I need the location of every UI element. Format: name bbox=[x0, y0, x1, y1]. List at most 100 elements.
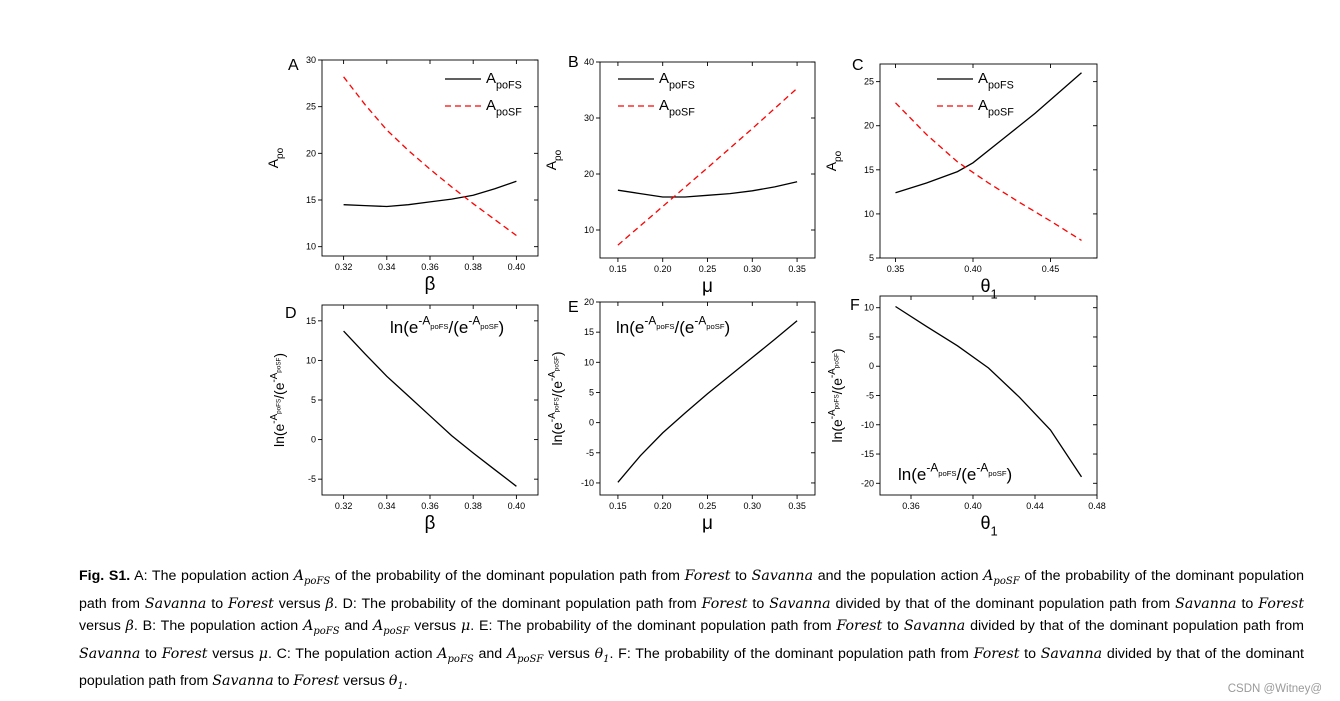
caption-math: Savanna bbox=[79, 645, 141, 662]
y-tick-label: 25 bbox=[864, 77, 874, 87]
y-tick-label: 15 bbox=[306, 316, 316, 326]
caption-text: . C: The population action bbox=[267, 645, 438, 662]
y-tick-label: 5 bbox=[589, 387, 594, 397]
y-axis-label: Apo bbox=[265, 147, 286, 168]
caption-text: and bbox=[339, 617, 373, 634]
legend-label: ApoSF bbox=[659, 97, 695, 118]
series-line-ApoFS bbox=[895, 72, 1082, 194]
legend-label: ApoSF bbox=[486, 97, 522, 118]
caption-math: β bbox=[125, 617, 134, 634]
caption-math: Savanna bbox=[212, 673, 274, 690]
x-axis-label: θ1 bbox=[981, 276, 998, 301]
caption-math: ApoSF bbox=[506, 645, 544, 665]
legend-label: ApoFS bbox=[659, 70, 695, 91]
series-line-ln ratio bbox=[343, 330, 517, 487]
panel-F: 0.36 0.40 0.44 0.48 -20 -15 -10 -5 0 5 10 Fθ1 ln(e-A… bbox=[827, 295, 1106, 538]
watermark: CSDN @Witney@ bbox=[1227, 683, 1322, 695]
caption-math: Forest bbox=[684, 568, 731, 584]
y-tick-label: -10 bbox=[861, 420, 874, 430]
y-tick-label: 15 bbox=[864, 165, 874, 175]
panel-annotation: ln(e-ApoFS/(e-ApoSF) bbox=[898, 461, 1012, 485]
panel-annotation-text: ln(e-ApoFS/(e-ApoSF) bbox=[616, 314, 730, 338]
y-tick-label: 15 bbox=[584, 327, 594, 337]
caption-text: versus bbox=[543, 645, 595, 662]
caption-math: ApoSF bbox=[372, 617, 410, 637]
y-tick-label: -20 bbox=[861, 478, 874, 488]
panel-label: D bbox=[285, 305, 297, 322]
x-tick-label: 0.35 bbox=[788, 264, 806, 274]
x-tick-label: 0.34 bbox=[378, 262, 396, 272]
x-tick-label: 0.20 bbox=[654, 264, 672, 274]
series-line-ln ratio bbox=[617, 320, 798, 483]
caption-text: to bbox=[1019, 645, 1041, 662]
series-line-ApoFS bbox=[617, 181, 798, 198]
panel-label: F bbox=[850, 297, 860, 314]
caption-body: A: The population action ApoFS of the pr… bbox=[79, 568, 1305, 692]
x-tick-label: 0.36 bbox=[902, 501, 920, 511]
caption-text: . E: The probability of the dominant pop… bbox=[470, 617, 837, 634]
x-tick-label: 0.20 bbox=[654, 501, 672, 511]
caption-math: Forest bbox=[973, 645, 1020, 662]
x-tick-label: 0.40 bbox=[508, 262, 526, 272]
caption-text: of the probability of the dominant popul… bbox=[79, 568, 1305, 612]
y-tick-label: 20 bbox=[584, 297, 594, 307]
y-axis-label: Apo bbox=[543, 149, 564, 170]
caption-text: A: The population action bbox=[130, 568, 294, 584]
x-tick-label: 0.34 bbox=[378, 501, 396, 511]
y-tick-label: 10 bbox=[584, 225, 594, 235]
caption-math: ApoFS bbox=[303, 617, 340, 637]
x-tick-label: 0.44 bbox=[1026, 501, 1044, 511]
axes-frame-D bbox=[321, 304, 539, 496]
x-tick-label: 0.35 bbox=[887, 264, 905, 274]
y-tick-label: -15 bbox=[861, 449, 874, 459]
panel-label: A bbox=[288, 57, 299, 74]
x-tick-label: 0.25 bbox=[699, 264, 717, 274]
x-tick-label: 0.30 bbox=[744, 264, 762, 274]
x-tick-label: 0.36 bbox=[421, 262, 439, 272]
y-tick-label: 10 bbox=[306, 355, 316, 365]
caption-math: Savanna bbox=[1175, 595, 1237, 612]
caption-math: Forest bbox=[836, 617, 883, 634]
x-tick-label: 0.48 bbox=[1088, 501, 1106, 511]
x-axis-label: β bbox=[425, 513, 436, 534]
y-axis-label-text: ln(e-ApoFS/(e-ApoSF) bbox=[269, 353, 287, 447]
caption-math: Savanna bbox=[903, 617, 966, 634]
series-line-ApoSF bbox=[343, 76, 517, 237]
y-tick-label: 20 bbox=[864, 121, 874, 131]
caption-text: to bbox=[206, 595, 229, 612]
y-tick-label: 0 bbox=[869, 361, 874, 371]
caption-math: Forest bbox=[228, 595, 274, 612]
caption-text: and bbox=[473, 645, 507, 662]
x-tick-label: 0.15 bbox=[609, 501, 627, 511]
y-axis-label-text: Apo bbox=[543, 149, 564, 170]
panel-label: C bbox=[852, 57, 864, 74]
panel-D: 0.32 0.34 0.36 0.38 0.40 -5 0 5 10 15 Dβ ln(e-ApoFS… bbox=[269, 304, 539, 534]
panel-annotation-text: ln(e-ApoFS/(e-ApoSF) bbox=[390, 314, 504, 338]
x-tick-label: 0.36 bbox=[421, 501, 439, 511]
caption-text: to bbox=[1236, 595, 1259, 612]
y-tick-label: 15 bbox=[306, 195, 316, 205]
caption-text: and the population action bbox=[813, 568, 984, 584]
x-tick-label: 0.38 bbox=[464, 262, 482, 272]
y-tick-label: 10 bbox=[864, 209, 874, 219]
caption-text: . D: The probability of the dominant pop… bbox=[333, 595, 702, 612]
y-axis-label-text: ln(e-ApoFS/(e-ApoSF) bbox=[827, 348, 845, 442]
legend-label: ApoFS bbox=[978, 70, 1014, 91]
y-tick-label: -5 bbox=[308, 474, 316, 484]
series-line-ApoSF bbox=[617, 87, 798, 246]
x-tick-label: 0.25 bbox=[699, 501, 717, 511]
figure-caption: Fig. S1. A: The population action ApoFS … bbox=[79, 565, 1304, 698]
series-line-ApoSF bbox=[895, 102, 1082, 241]
caption-math: Forest bbox=[161, 645, 208, 662]
panel-label: B bbox=[568, 54, 579, 71]
y-tick-label: 40 bbox=[584, 57, 594, 67]
y-axis-label: Apo bbox=[823, 150, 844, 171]
panel-A: 0.32 0.34 0.36 0.38 0.40 10 15 20 25 30 Aβ Apo ApoFS… bbox=[265, 55, 539, 295]
y-axis-label: ln(e-ApoFS/(e-ApoSF) bbox=[269, 353, 287, 447]
caption-math: ApoFS bbox=[293, 568, 331, 587]
x-axis-label: θ1 bbox=[981, 513, 998, 538]
caption-text: to bbox=[730, 568, 752, 584]
caption-math: β bbox=[325, 595, 334, 612]
x-tick-label: 0.30 bbox=[744, 501, 762, 511]
